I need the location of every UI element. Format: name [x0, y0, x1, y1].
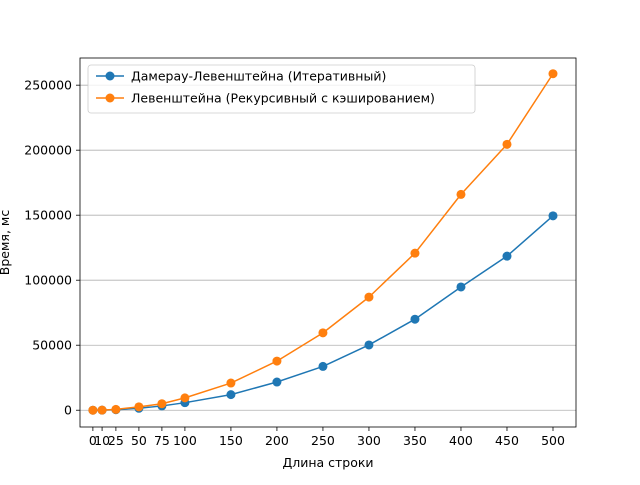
series-1-point [502, 251, 512, 261]
series-2-point [97, 405, 107, 415]
series-1-point [226, 390, 236, 400]
series-2-point [456, 189, 466, 199]
series-1-point [548, 211, 558, 221]
series-1-point [456, 282, 466, 292]
x-axis-label: Длина строки [282, 455, 373, 470]
series-2-point [318, 328, 328, 338]
x-tick-label: 50 [131, 433, 147, 448]
series-1-point [364, 340, 374, 350]
series-2-point [157, 399, 167, 409]
legend: Дамерау-Левенштейна (Итеративный) Левеншт… [87, 64, 476, 114]
y-tick-label: 100000 [24, 273, 72, 288]
series-2-point [502, 139, 512, 149]
series-line-1 [92, 215, 554, 411]
y-tick-label: 50000 [32, 338, 72, 353]
legend-marker-1 [105, 71, 115, 81]
x-tick-label: 0 [89, 433, 97, 448]
series-2-point [364, 292, 374, 302]
x-tick-label: 250 [311, 433, 335, 448]
series-2-point [548, 69, 558, 79]
series-line-2 [92, 73, 554, 411]
y-tick-label: 150000 [24, 208, 72, 223]
series-1-point [410, 314, 420, 324]
x-tick-label: 450 [495, 433, 519, 448]
x-tick-label: 350 [403, 433, 427, 448]
y-axis-label: Время, мс [0, 210, 12, 276]
x-tick-label: 400 [449, 433, 473, 448]
axes [76, 57, 577, 431]
plot-frame [79, 57, 577, 428]
series-2-point [180, 393, 190, 403]
x-tick-label: 10 [94, 433, 110, 448]
series-lines [88, 69, 558, 415]
series-2-point [410, 248, 420, 258]
legend-label-2: Левенштейна (Рекурсивный с кэшированием) [131, 91, 435, 106]
x-tick-label: 75 [154, 433, 170, 448]
series-2-point [88, 405, 98, 415]
series-1-point [318, 361, 328, 371]
gridlines [80, 84, 576, 411]
x-tick-label: 500 [541, 433, 565, 448]
y-tick-label: 250000 [24, 78, 72, 93]
x-tick-label: 25 [108, 433, 124, 448]
series-2-point [226, 378, 236, 388]
series-2-point [111, 404, 121, 414]
legend-marker-2 [105, 93, 115, 103]
series-2-point [134, 402, 144, 412]
series-2-point [272, 356, 282, 366]
legend-label-1: Дамерау-Левенштейна (Итеративный) [131, 69, 386, 84]
legend-box [87, 64, 476, 114]
y-tick-label: 200000 [24, 143, 72, 158]
series-1-point [272, 377, 282, 387]
x-tick-label: 100 [173, 433, 197, 448]
x-tick-label: 200 [265, 433, 289, 448]
x-tick-label: 150 [219, 433, 243, 448]
x-tick-label: 300 [357, 433, 381, 448]
y-tick-label: 0 [64, 403, 72, 418]
